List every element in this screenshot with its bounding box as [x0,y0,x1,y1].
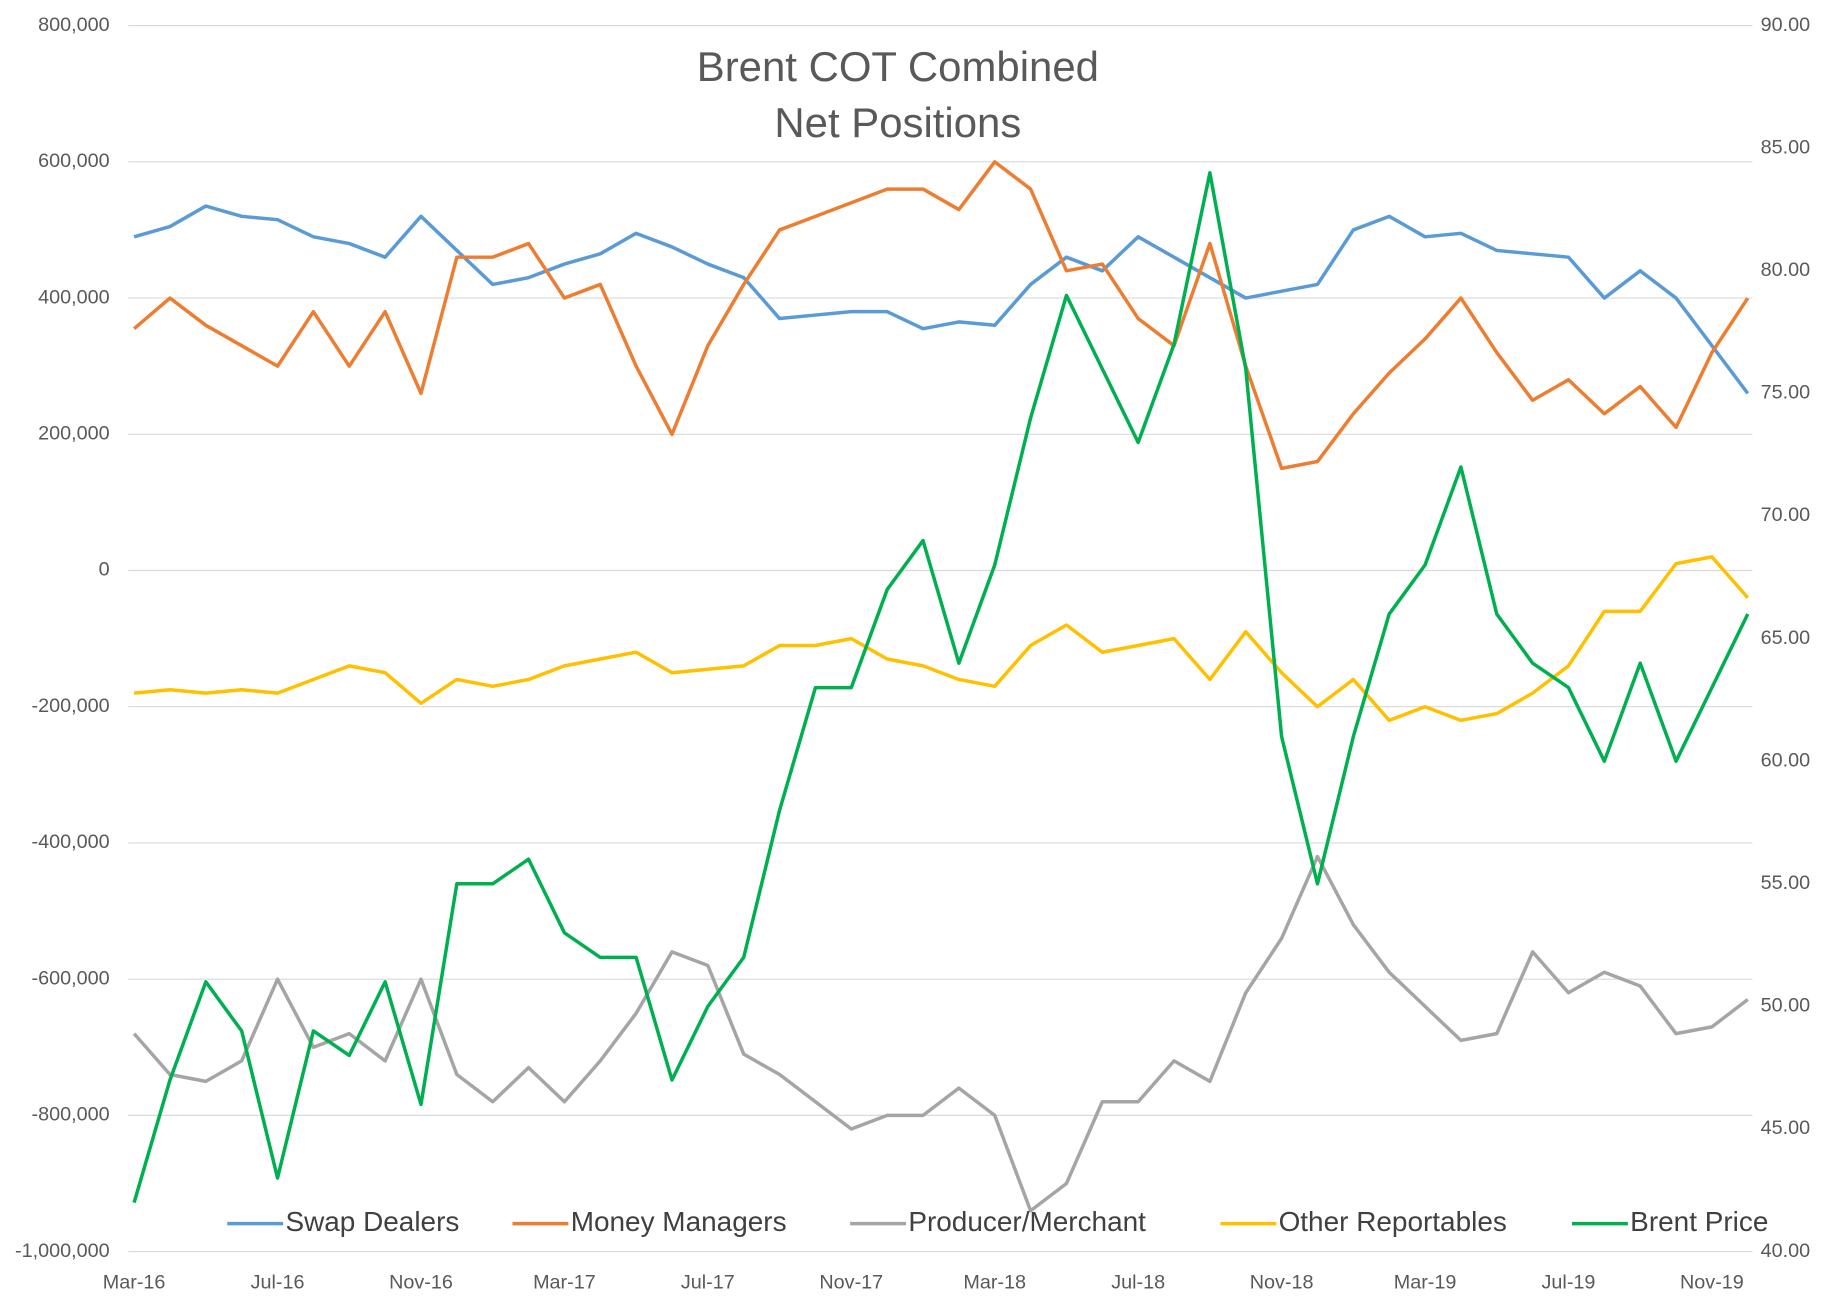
plot [132,160,1750,1213]
series-line [132,160,1750,471]
y-tick-label: -400,000 [32,831,110,853]
y2-tick-label: 85.00 [1761,136,1811,158]
chart-title: Net Positions [774,99,1021,146]
y2-tick-label: 80.00 [1761,259,1811,281]
x-tick-label: Mar-19 [1394,1271,1457,1293]
x-tick-label: Nov-17 [819,1271,883,1293]
y-tick-label: 800,000 [38,14,110,36]
y-tick-label: -600,000 [32,967,110,989]
series-line [132,854,1749,1213]
y2-tick-label: 50.00 [1761,995,1811,1017]
y-tick-label: 400,000 [38,286,110,308]
y-tick-label: -1,000,000 [15,1240,110,1262]
legend-label: Brent Price [1630,1206,1768,1237]
y-tick-label: 200,000 [38,423,110,445]
y2-tick-label: 40.00 [1761,1240,1811,1262]
x-tick-label: Mar-16 [103,1271,166,1293]
x-tick-label: Nov-16 [389,1271,453,1293]
chart-title: Brent COT Combined [697,43,1099,90]
legend-label: Swap Dealers [285,1206,459,1237]
x-tick-label: Mar-17 [533,1271,596,1293]
y2-tick-label: 70.00 [1761,504,1811,526]
series-line [133,555,1750,723]
x-tick-label: Jul-18 [1111,1271,1165,1293]
grid [128,25,1753,1253]
y2-tick-label: 75.00 [1761,382,1811,404]
x-tick-label: Jul-19 [1542,1271,1596,1293]
legend-label: Other Reportables [1279,1206,1507,1237]
legend-label: Producer/Merchant [908,1206,1146,1237]
x-tick-label: Mar-18 [963,1271,1026,1293]
legend-label: Money Managers [571,1206,787,1237]
x-tick-label: Nov-18 [1250,1271,1314,1293]
y2-tick-label: 90.00 [1761,14,1811,36]
y-tick-label: 600,000 [38,150,110,172]
series-line [132,171,1750,1204]
y2-tick-label: 45.00 [1761,1117,1811,1139]
y-tick-label: -800,000 [32,1104,110,1126]
series-line [133,204,1750,395]
y2-tick-label: 60.00 [1761,749,1811,771]
y-tick-label: -200,000 [32,695,110,717]
x-tick-label: Jul-16 [251,1271,305,1293]
x-tick-label: Nov-19 [1680,1271,1744,1293]
y2-tick-label: 55.00 [1761,872,1811,894]
y-tick-label: 0 [99,559,110,581]
x-tick-label: Jul-17 [681,1271,735,1293]
y2-tick-label: 65.00 [1761,627,1811,649]
